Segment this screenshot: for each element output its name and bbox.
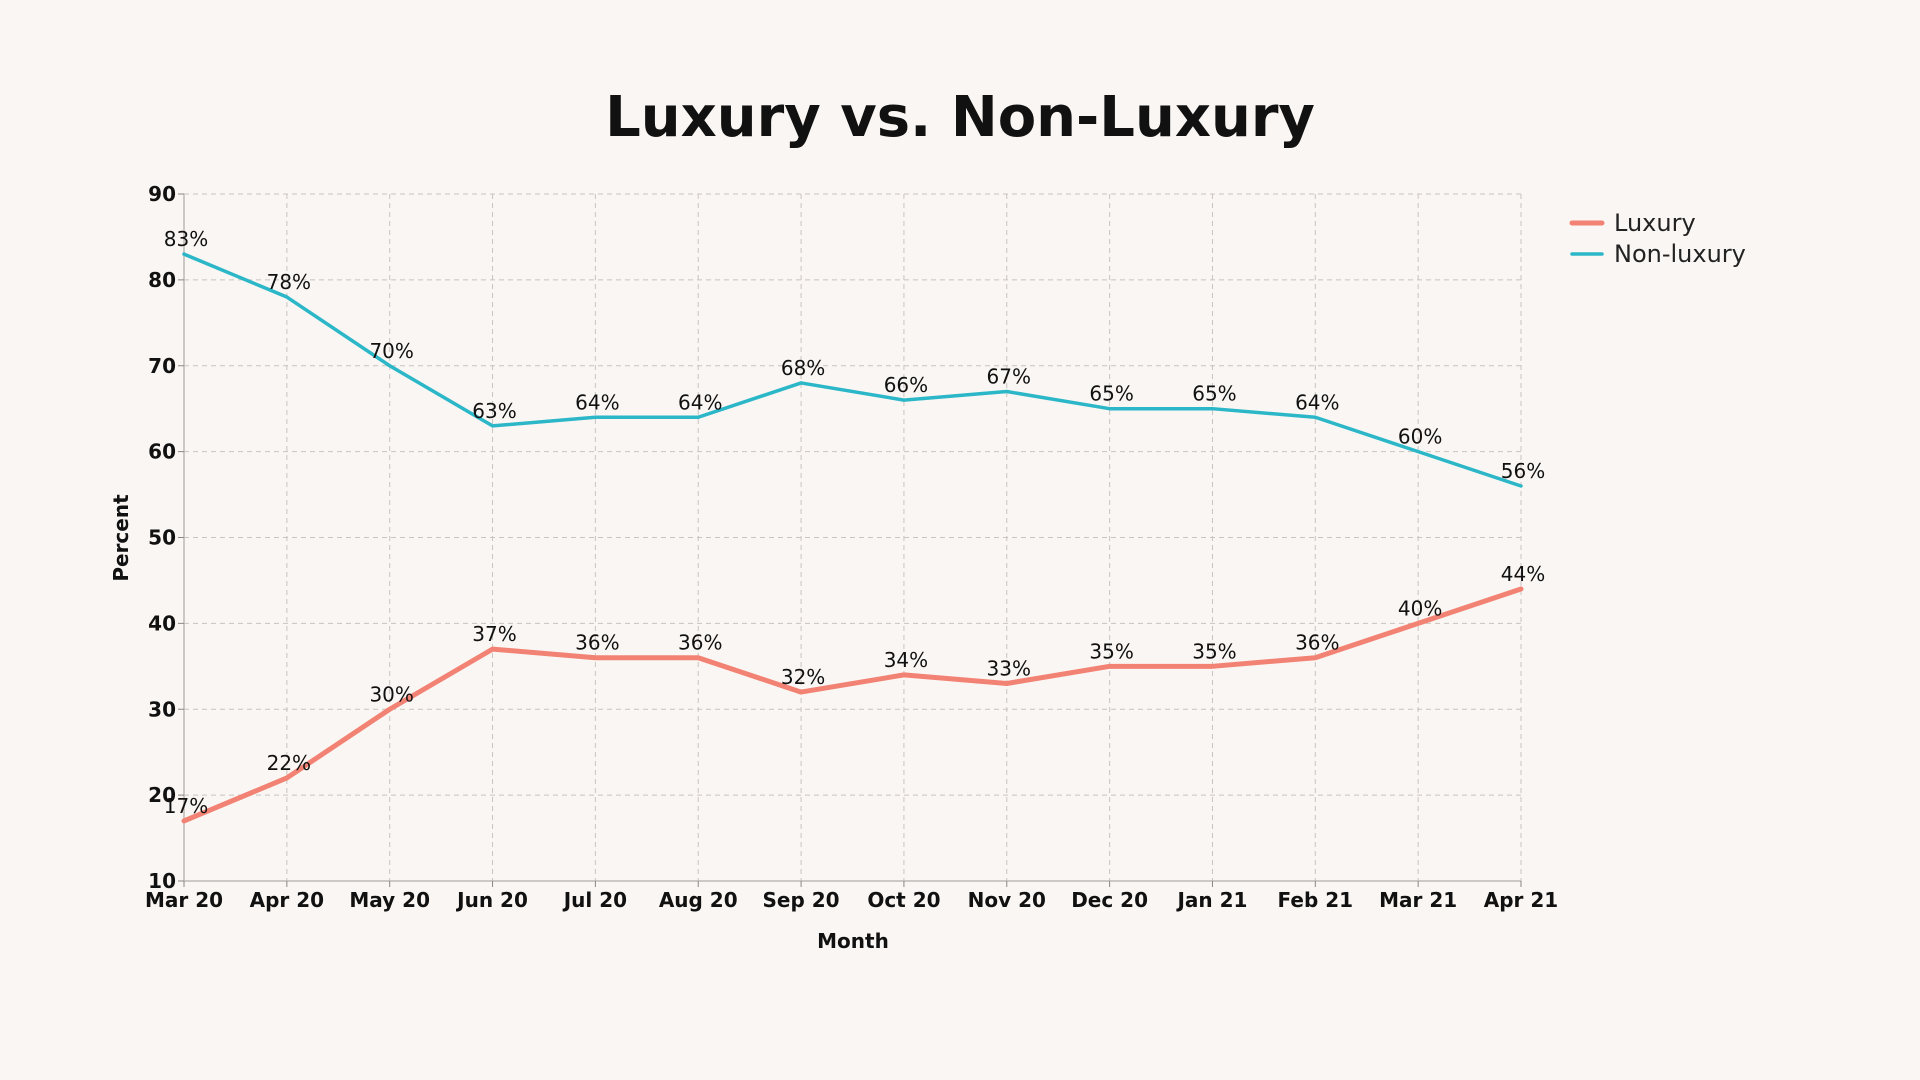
- data-label: 35%: [1089, 639, 1133, 663]
- data-label: 78%: [267, 270, 311, 294]
- data-label: 36%: [1295, 631, 1339, 655]
- series-line-non-luxury: [182, 252, 1523, 488]
- data-point: [1108, 407, 1112, 411]
- chart-title: Luxury vs. Non-Luxury: [605, 85, 1315, 150]
- data-label: 56%: [1501, 459, 1545, 483]
- legend-item[interactable]: Non-luxury: [1570, 240, 1746, 268]
- data-point: [1313, 656, 1317, 660]
- x-tick-label: Apr 20: [250, 888, 324, 912]
- y-axis-ticks: 10 20 30 40 50 60 70 80 90: [148, 182, 184, 893]
- legend-item[interactable]: Luxury: [1569, 209, 1696, 237]
- x-axis-ticks: Mar 20 Apr 20 May 20 Jun 20 Jul 20 Aug 20 Sep …: [145, 881, 1558, 912]
- data-label: 70%: [369, 339, 413, 363]
- data-label: 64%: [1295, 390, 1339, 414]
- data-point: [593, 415, 597, 419]
- data-label: 65%: [1192, 382, 1236, 406]
- x-tick-label: Dec 20: [1071, 888, 1148, 912]
- x-tick-label: Mar 21: [1379, 888, 1457, 912]
- gridlines: [184, 193, 1522, 881]
- data-label: 32%: [781, 665, 825, 689]
- y-tick-label: 60: [148, 440, 176, 464]
- y-tick-label: 70: [148, 354, 176, 378]
- data-label: 63%: [472, 399, 516, 423]
- legend[interactable]: Luxury Non-luxury: [1569, 209, 1746, 268]
- data-point: [1005, 681, 1009, 685]
- data-label: 33%: [987, 656, 1031, 680]
- data-label: 83%: [164, 227, 208, 251]
- data-point: [1005, 390, 1009, 394]
- data-point: [1210, 407, 1214, 411]
- data-label: 36%: [575, 631, 619, 655]
- x-tick-label: Mar 20: [145, 888, 223, 912]
- data-point: [593, 656, 597, 660]
- data-point: [1313, 415, 1317, 419]
- data-label: 66%: [884, 373, 928, 397]
- y-tick-label: 40: [148, 611, 176, 635]
- x-tick-label: Apr 21: [1484, 888, 1558, 912]
- data-point: [285, 295, 289, 299]
- x-axis-title: Month: [817, 929, 889, 953]
- data-point: [1210, 664, 1214, 668]
- data-point: [491, 647, 495, 651]
- legend-label: Non-luxury: [1614, 240, 1746, 268]
- data-label: 64%: [575, 390, 619, 414]
- data-label: 65%: [1089, 382, 1133, 406]
- data-label: 44%: [1501, 562, 1545, 586]
- data-label: 22%: [267, 751, 311, 775]
- y-tick-label: 80: [148, 268, 176, 292]
- series-line-luxury: [181, 586, 1524, 824]
- data-label: 30%: [369, 682, 413, 706]
- data-label: 60%: [1398, 425, 1442, 449]
- data-point: [285, 776, 289, 780]
- data-point: [1416, 450, 1420, 454]
- x-tick-label: May 20: [349, 888, 430, 912]
- data-point: [1519, 484, 1523, 488]
- data-point: [1108, 664, 1112, 668]
- x-tick-label: Nov 20: [968, 888, 1046, 912]
- data-point: [902, 398, 906, 402]
- x-tick-label: Jun 20: [455, 888, 528, 912]
- data-point: [1416, 621, 1420, 625]
- data-point: [696, 656, 700, 660]
- series: [181, 252, 1524, 824]
- data-label: 40%: [1398, 596, 1442, 620]
- data-point: [902, 673, 906, 677]
- data-label: 17%: [164, 794, 208, 818]
- y-tick-label: 90: [148, 182, 176, 206]
- data-label: 35%: [1192, 639, 1236, 663]
- legend-label: Luxury: [1614, 209, 1696, 237]
- y-axis-title: Percent: [109, 494, 133, 582]
- data-label: 64%: [678, 390, 722, 414]
- data-point: [696, 415, 700, 419]
- data-labels: 17% 22% 30% 37% 36% 36% 32% 34% 33% 35% 35% 36% 40% 4…: [164, 227, 1545, 818]
- data-label: 34%: [884, 648, 928, 672]
- y-tick-label: 50: [148, 526, 176, 550]
- y-tick-label: 20: [148, 783, 176, 807]
- x-tick-label: Aug 20: [659, 888, 738, 912]
- data-point: [182, 819, 186, 823]
- data-label: 67%: [987, 365, 1031, 389]
- data-label: 37%: [472, 622, 516, 646]
- x-tick-label: Jan 21: [1175, 888, 1247, 912]
- x-tick-label: Feb 21: [1278, 888, 1354, 912]
- x-tick-label: Jul 20: [562, 888, 627, 912]
- data-point: [799, 381, 803, 385]
- data-point: [388, 364, 392, 368]
- data-point: [1519, 587, 1523, 591]
- data-point: [182, 252, 186, 256]
- data-point: [388, 707, 392, 711]
- x-tick-label: Sep 20: [763, 888, 840, 912]
- y-tick-label: 10: [148, 869, 176, 893]
- data-label: 68%: [781, 356, 825, 380]
- data-point: [491, 424, 495, 428]
- data-point: [799, 690, 803, 694]
- y-tick-label: 30: [148, 697, 176, 721]
- data-label: 36%: [678, 631, 722, 655]
- x-tick-label: Oct 20: [867, 888, 940, 912]
